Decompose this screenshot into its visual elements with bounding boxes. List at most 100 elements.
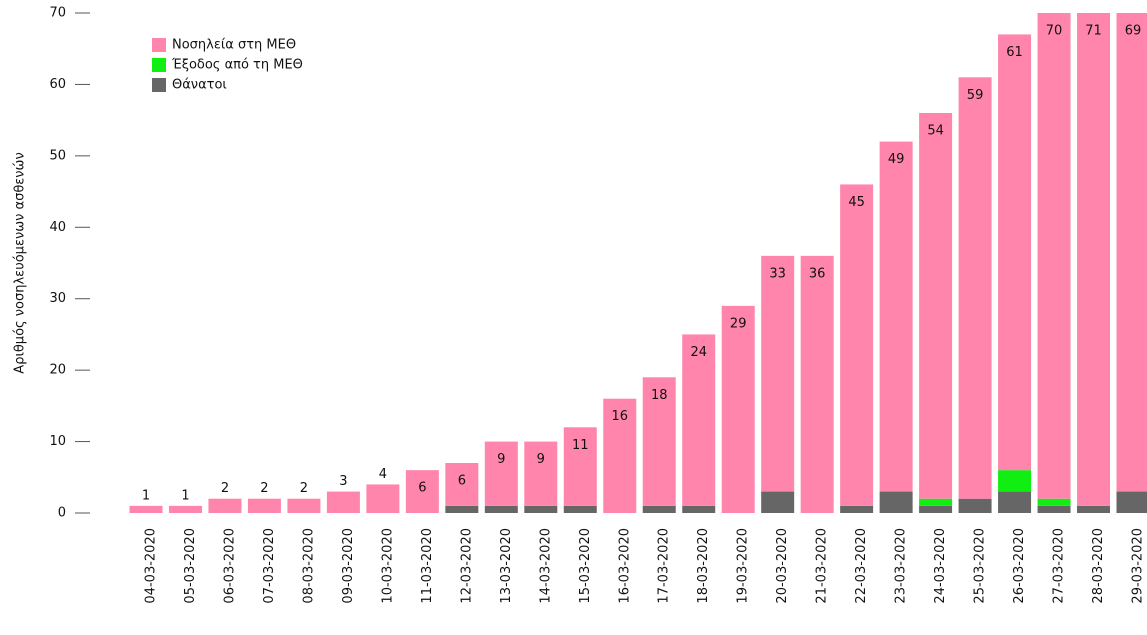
x-tick-label: 16-03-2020 bbox=[617, 528, 632, 604]
bar-segment bbox=[524, 506, 557, 513]
bar-segment bbox=[682, 506, 715, 513]
x-tick-label: 22-03-2020 bbox=[854, 528, 869, 604]
bar-segment bbox=[1038, 499, 1071, 506]
data-label: 9 bbox=[497, 452, 505, 467]
bar-segment bbox=[1117, 0, 1147, 492]
bar-segment bbox=[840, 506, 873, 513]
data-label: 11 bbox=[572, 438, 589, 453]
data-label: 54 bbox=[927, 124, 944, 139]
data-label: 24 bbox=[690, 345, 707, 360]
y-tick-label: 20 bbox=[49, 363, 66, 378]
x-tick-label: 07-03-2020 bbox=[262, 528, 277, 604]
data-label: 2 bbox=[300, 481, 308, 496]
legend-label: Έξοδος από τη ΜΕΘ bbox=[171, 58, 303, 73]
data-label: 33 bbox=[769, 266, 786, 281]
bar-segment bbox=[643, 506, 676, 513]
data-label: 16 bbox=[611, 409, 628, 424]
x-tick-label: 09-03-2020 bbox=[341, 528, 356, 604]
x-tick-label: 13-03-2020 bbox=[499, 528, 514, 604]
bar-segment bbox=[366, 484, 399, 513]
bar-segment bbox=[169, 506, 202, 513]
bar-segment bbox=[880, 492, 913, 513]
bar-segment bbox=[208, 499, 241, 513]
data-label: 69 bbox=[1125, 24, 1142, 39]
x-tick-label: 28-03-2020 bbox=[1091, 528, 1106, 604]
x-tick-label: 12-03-2020 bbox=[459, 528, 474, 604]
bar-segment bbox=[801, 256, 834, 513]
x-tick-label: 24-03-2020 bbox=[933, 528, 948, 604]
bar-segment bbox=[722, 306, 755, 513]
x-tick-label: 10-03-2020 bbox=[380, 528, 395, 604]
bar-segment bbox=[919, 506, 952, 513]
bar-segment bbox=[564, 506, 597, 513]
x-tick-label: 04-03-2020 bbox=[144, 528, 159, 604]
x-tick-label: 19-03-2020 bbox=[736, 528, 751, 604]
data-label: 61 bbox=[1006, 45, 1023, 60]
data-label: 1 bbox=[181, 488, 189, 503]
bar-segment bbox=[998, 34, 1031, 470]
x-tick-label: 08-03-2020 bbox=[301, 528, 316, 604]
x-tick-label: 20-03-2020 bbox=[775, 528, 790, 604]
bar-segment bbox=[880, 142, 913, 492]
x-tick-label: 27-03-2020 bbox=[1052, 528, 1067, 604]
bar-segment bbox=[1077, 0, 1110, 506]
data-label: 9 bbox=[537, 452, 545, 467]
legend-swatch bbox=[152, 58, 166, 72]
bar-segment bbox=[1038, 506, 1071, 513]
legend-swatch bbox=[152, 38, 166, 52]
bar-segment bbox=[761, 256, 794, 492]
data-label: 49 bbox=[888, 152, 905, 167]
x-tick-label: 05-03-2020 bbox=[183, 528, 198, 604]
data-label: 71 bbox=[1085, 24, 1102, 39]
bar-segment bbox=[919, 113, 952, 499]
x-tick-label: 14-03-2020 bbox=[538, 528, 553, 604]
y-tick-label: 40 bbox=[49, 220, 66, 235]
x-tick-label: 15-03-2020 bbox=[578, 528, 593, 604]
x-tick-label: 11-03-2020 bbox=[420, 528, 435, 604]
bar-segment bbox=[445, 506, 478, 513]
bar-segment bbox=[840, 184, 873, 505]
data-label: 36 bbox=[809, 266, 826, 281]
y-tick-label: 0 bbox=[58, 506, 66, 521]
bar-segment bbox=[1077, 506, 1110, 513]
data-label: 45 bbox=[848, 195, 865, 210]
x-tick-label: 25-03-2020 bbox=[973, 528, 988, 604]
y-tick-label: 30 bbox=[49, 291, 66, 306]
x-tick-label: 17-03-2020 bbox=[657, 528, 672, 604]
bar-segment bbox=[919, 499, 952, 506]
bar-segment bbox=[998, 492, 1031, 513]
y-tick-label: 50 bbox=[49, 148, 66, 163]
x-tick-label: 18-03-2020 bbox=[696, 528, 711, 604]
bar-segment bbox=[959, 77, 992, 498]
data-label: 6 bbox=[458, 474, 466, 489]
x-tick-label: 26-03-2020 bbox=[1012, 528, 1027, 604]
bar-segment bbox=[682, 334, 715, 505]
data-label: 70 bbox=[1046, 24, 1063, 39]
bar-segment bbox=[1038, 0, 1071, 499]
data-label: 29 bbox=[730, 316, 747, 331]
data-label: 1 bbox=[142, 488, 150, 503]
x-tick-label: 06-03-2020 bbox=[222, 528, 237, 604]
x-tick-label: 21-03-2020 bbox=[815, 528, 830, 604]
x-tick-label: 29-03-2020 bbox=[1131, 528, 1146, 604]
x-tick-label: 23-03-2020 bbox=[894, 528, 909, 604]
data-label: 18 bbox=[651, 388, 668, 403]
bar-segment bbox=[327, 492, 360, 513]
legend-label: Θάνατοι bbox=[172, 78, 227, 93]
bar-segment bbox=[761, 492, 794, 513]
bar-segment bbox=[1117, 492, 1147, 513]
bar-segment bbox=[287, 499, 320, 513]
y-tick-label: 10 bbox=[49, 434, 66, 449]
data-label: 6 bbox=[418, 481, 426, 496]
bar-segment bbox=[130, 506, 163, 513]
bar-segment bbox=[248, 499, 281, 513]
legend-swatch bbox=[152, 78, 166, 92]
data-label: 3 bbox=[339, 474, 347, 489]
bar-segment bbox=[998, 470, 1031, 491]
data-label: 59 bbox=[967, 88, 984, 103]
data-label: 2 bbox=[260, 481, 268, 496]
y-axis-label: Αριθμός νοσηλευόμενων ασθενών bbox=[13, 152, 28, 373]
bar-segment bbox=[959, 499, 992, 513]
plot-area bbox=[130, 0, 1147, 513]
